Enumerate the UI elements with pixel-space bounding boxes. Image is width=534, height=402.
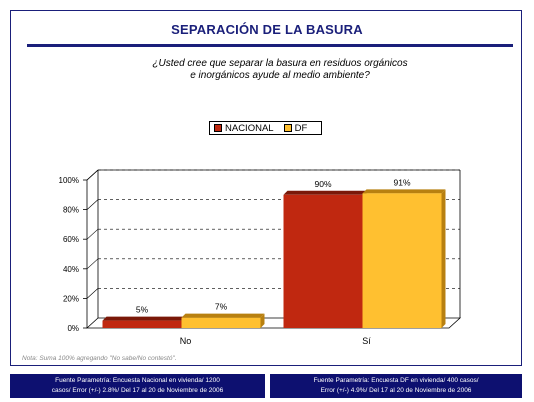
source-df-line-2: Error (+/-) 4.9%/ Del 17 al 20 de Noviem… [320, 387, 472, 394]
data-label: 91% [393, 177, 410, 187]
gridline-side [86, 228, 99, 240]
gridline-side [86, 288, 99, 299]
bar-top [102, 316, 186, 321]
legend-label-nacional: NACIONAL [225, 122, 274, 134]
y-tick-label: 100% [59, 176, 79, 185]
gridline-side [86, 258, 99, 270]
source-footer-df: Fuente Parametría: Encuesta DF en vivien… [270, 374, 522, 398]
bar-top [283, 190, 367, 195]
bar-nacional-0 [102, 320, 182, 328]
data-label: 90% [314, 179, 331, 189]
source-df-line-1: Fuente Parametría: Encuesta DF en vivien… [313, 377, 479, 384]
bar-df-0 [181, 317, 261, 328]
legend-label-df: DF [294, 122, 308, 134]
gridline-side [86, 169, 99, 181]
bar-top [181, 313, 265, 318]
bar-side [260, 313, 265, 328]
y-tick-label: 40% [63, 265, 79, 274]
data-label: 7% [215, 302, 228, 312]
survey-question: ¿Usted cree que separar la basura en res… [100, 58, 460, 82]
bar-top [362, 189, 446, 194]
question-line-1: ¿Usted cree que separar la basura en res… [152, 58, 408, 69]
legend-swatch-nacional [214, 124, 222, 132]
bar-nacional-1 [283, 194, 363, 328]
chart-legend: NACIONAL DF [209, 121, 322, 135]
y-tick-label: 80% [63, 206, 79, 215]
source-national-line-2: casos/ Error (+/-) 2.8%/ Del 17 al 20 de… [51, 387, 224, 394]
question-line-2: e inorgánicos ayude al medio ambiente? [190, 70, 370, 81]
y-tick-label: 60% [63, 235, 79, 244]
y-tick-label: 20% [63, 294, 79, 303]
page-title: SEPARACIÓN DE LA BASURA [171, 22, 363, 37]
x-category-label: No [180, 336, 192, 346]
gridline-side [86, 199, 99, 210]
legend-swatch-df [283, 124, 292, 132]
y-tick-label: 0% [67, 324, 79, 333]
data-label: 5% [136, 305, 149, 315]
source-footer-national: Fuente Parametría: Encuesta Nacional en … [10, 374, 265, 398]
bar-df-1 [362, 193, 442, 328]
bar-side [441, 189, 446, 328]
x-category-label: Sí [362, 336, 371, 346]
title-rule [27, 44, 513, 47]
footnote: Nota: Suma 100% agregando "No sabe/No co… [22, 355, 177, 362]
source-national-line-1: Fuente Parametría: Encuesta Nacional en … [55, 377, 220, 384]
